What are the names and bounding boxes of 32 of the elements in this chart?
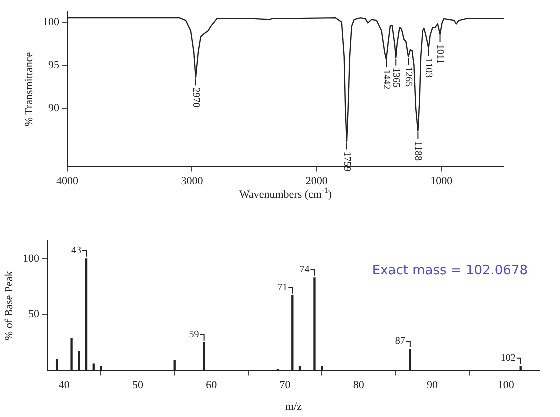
annotation: 2970 xyxy=(190,88,202,108)
x-tick-label: 90 xyxy=(427,379,439,392)
annotation: 1188 xyxy=(412,141,424,161)
x-tick-label: 1000 xyxy=(430,175,454,188)
x-tick-label: 50 xyxy=(132,379,144,392)
x-tick-label: 60 xyxy=(206,379,218,392)
y-axis-title: % of Base Peak xyxy=(3,270,16,341)
annotation: 74 xyxy=(300,264,310,276)
x-axis-title: m/z xyxy=(286,400,302,413)
annotation: 1365 xyxy=(390,68,402,88)
annotation: 1759 xyxy=(341,152,352,172)
annotation: Exact mass = 102.0678 xyxy=(372,263,528,278)
y-tick-label: 100 xyxy=(43,16,60,28)
x-tick-label: 80 xyxy=(353,379,365,392)
x-tick-label: 100 xyxy=(498,379,515,392)
annotation: 87 xyxy=(395,336,406,348)
annotation: 59 xyxy=(189,329,200,340)
y-axis-title: % Transmittance xyxy=(23,52,36,127)
annotation: 71 xyxy=(278,282,288,294)
annotation: 1103 xyxy=(423,58,434,78)
annotation: 1265 xyxy=(402,66,414,87)
x-tick-label: 2000 xyxy=(306,175,328,188)
y-tick-label: 90 xyxy=(48,102,60,115)
x-tick-label: 3000 xyxy=(181,175,204,188)
y-tick-label: 95 xyxy=(48,60,60,72)
x-tick-label: 40 xyxy=(58,379,70,392)
annotation: 102 xyxy=(500,352,516,364)
annotation: 43 xyxy=(72,246,82,257)
annotation: 1442 xyxy=(380,70,392,90)
x-tick-label: 70 xyxy=(280,379,292,392)
annotation: 1011 xyxy=(434,44,446,64)
x-tick-label: 4000 xyxy=(56,175,79,188)
